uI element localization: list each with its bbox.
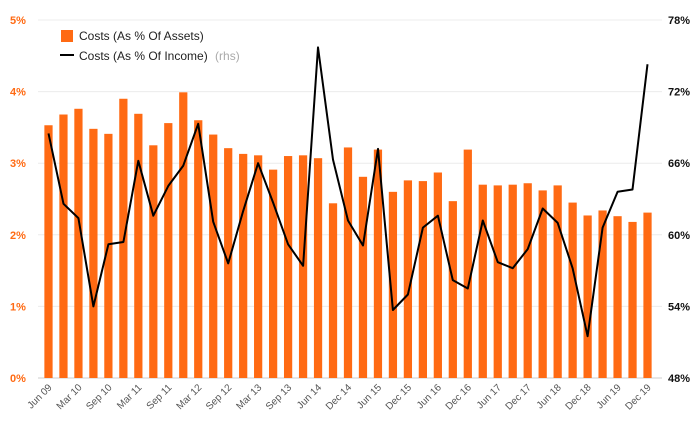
right-tick-label: 78% xyxy=(668,15,690,27)
x-tick-label: Dec 18 xyxy=(564,382,594,412)
bar xyxy=(418,181,427,378)
bar xyxy=(89,128,98,378)
x-tick-label: Mar 11 xyxy=(115,382,145,412)
x-tick-label: Dec 19 xyxy=(623,382,653,412)
bar xyxy=(283,156,293,378)
x-tick-label: Mar 13 xyxy=(234,382,264,412)
legend-label-line-name: Costs (As % Of Income) xyxy=(79,49,208,63)
x-tick-label: Jun 15 xyxy=(355,382,384,411)
legend-label-line: Costs (As % Of Income) (rhs) xyxy=(79,49,240,63)
right-tick-label: 66% xyxy=(668,158,690,170)
bar xyxy=(194,120,203,379)
bar xyxy=(493,185,502,378)
bar xyxy=(343,147,353,378)
bar xyxy=(523,183,532,378)
left-tick-label: 4% xyxy=(10,87,26,99)
line-series-costs-income xyxy=(47,46,649,338)
x-axis-ticks: Jun 09 Mar 10 Sep 10 Mar 11 Sep 11 Mar 12 Sep … xyxy=(26,382,654,413)
x-tick-label: Jun 18 xyxy=(535,382,564,411)
series-line xyxy=(47,46,649,338)
bar xyxy=(388,191,398,378)
bar xyxy=(269,169,278,378)
left-tick-label: 2% xyxy=(10,230,26,242)
bar xyxy=(358,176,368,378)
x-tick-label: Sep 10 xyxy=(84,382,114,412)
bar xyxy=(328,203,338,378)
bar xyxy=(209,134,218,378)
right-tick-label: 72% xyxy=(668,87,690,99)
bar xyxy=(598,210,607,378)
x-tick-label: Dec 14 xyxy=(324,382,354,412)
bar xyxy=(553,185,562,378)
bar xyxy=(179,92,188,378)
bar xyxy=(239,153,248,378)
bar xyxy=(643,212,652,378)
x-tick-label: Mar 10 xyxy=(55,382,85,412)
bar xyxy=(149,145,158,378)
left-tick-label: 3% xyxy=(10,158,26,170)
bar xyxy=(403,180,413,378)
x-tick-label: Dec 15 xyxy=(384,382,414,412)
bar xyxy=(463,149,472,378)
bar xyxy=(74,108,83,378)
bar xyxy=(583,215,592,378)
bar xyxy=(613,216,622,378)
legend: Costs (As % Of Assets) Costs (As % Of In… xyxy=(60,29,240,63)
bar xyxy=(433,172,442,378)
x-tick-label: Sep 11 xyxy=(145,382,175,412)
right-tick-label: 48% xyxy=(668,373,690,385)
left-tick-label: 0% xyxy=(10,373,26,385)
x-tick-label: Jun 14 xyxy=(295,382,324,411)
bar xyxy=(448,201,457,378)
bar xyxy=(568,202,577,378)
bar xyxy=(104,133,113,378)
x-tick-label: Jun 17 xyxy=(475,382,504,411)
x-tick-label: Mar 12 xyxy=(175,382,205,412)
bar xyxy=(59,114,68,379)
legend-label-line-suffix: (rhs) xyxy=(215,49,240,63)
bar xyxy=(373,149,383,378)
bar xyxy=(164,123,173,378)
left-axis-ticks: 0% 1% 2% 3% 4% 5% xyxy=(10,15,26,385)
x-tick-label: Jun 09 xyxy=(26,382,55,411)
bar-series-costs-assets xyxy=(44,92,652,379)
x-tick-label: Sep 12 xyxy=(204,382,234,412)
left-tick-label: 1% xyxy=(10,301,26,313)
x-tick-label: Jun 16 xyxy=(415,382,444,411)
bar xyxy=(313,158,323,378)
bar xyxy=(538,190,547,378)
bar xyxy=(134,113,143,379)
x-tick-label: Dec 17 xyxy=(504,382,534,412)
left-tick-label: 5% xyxy=(10,15,26,27)
bar xyxy=(254,155,263,378)
right-tick-label: 54% xyxy=(668,301,690,313)
bar xyxy=(628,221,637,378)
x-tick-label: Sep 13 xyxy=(264,382,294,412)
bar xyxy=(44,125,53,378)
right-axis-ticks: 48% 54% 60% 66% 72% 78% xyxy=(668,15,690,385)
right-tick-label: 60% xyxy=(668,230,690,242)
legend-label-bar: Costs (As % Of Assets) xyxy=(79,29,204,43)
bar xyxy=(508,184,517,378)
bar xyxy=(478,184,487,378)
x-tick-label: Dec 16 xyxy=(444,382,474,412)
legend-swatch-bar xyxy=(61,30,73,42)
x-tick-label: Jun 19 xyxy=(595,382,624,411)
